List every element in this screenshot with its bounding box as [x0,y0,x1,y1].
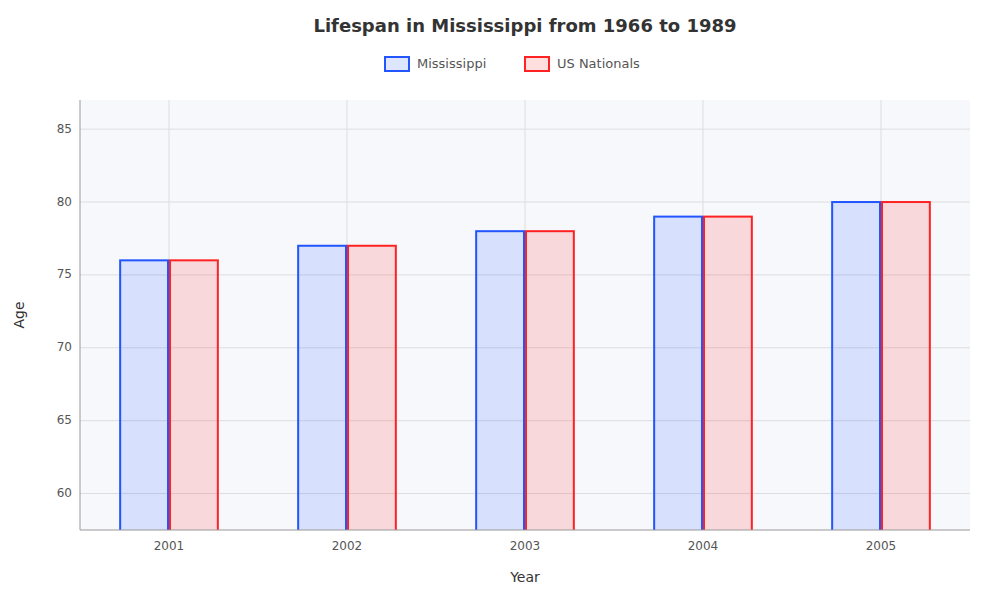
y-tick-label: 70 [57,340,72,354]
bar [704,217,752,530]
x-tick-label: 2001 [154,539,185,553]
y-axis-line [80,100,81,530]
x-tick-label: 2003 [510,539,541,553]
y-tick-label: 75 [57,267,72,281]
legend-swatch [525,57,549,71]
bar [298,246,346,530]
legend-label: Mississippi [417,56,486,71]
bars [120,202,930,530]
bar [832,202,880,530]
chart-container: 60 65 70 75 80 85 2001 2002 2003 2004 2005 Lifespan… [0,0,1000,600]
bar [654,217,702,530]
bar [170,260,218,530]
y-tick-label: 65 [57,413,72,427]
x-axis-label: Year [509,569,540,585]
legend-swatch [385,57,409,71]
legend-label: US Nationals [557,56,640,71]
y-axis-label: Age [11,301,27,328]
x-tick-label: 2002 [332,539,363,553]
x-tick-label: 2004 [688,539,719,553]
y-tick-label: 60 [57,486,72,500]
bar [526,231,574,530]
x-axis-line [80,530,970,531]
title: Lifespan in Mississippi from 1966 to 198… [313,15,736,36]
x-tick-label: 2005 [866,539,897,553]
chart: 60 65 70 75 80 85 2001 2002 2003 2004 2005 Lifespan… [0,0,1000,600]
legend: Mississippi US Nationals [385,56,640,72]
bar [882,202,930,530]
bar [120,260,168,530]
bar [476,231,524,530]
bar [348,246,396,530]
y-tick-label: 80 [57,195,72,209]
y-tick-label: 85 [57,122,72,136]
